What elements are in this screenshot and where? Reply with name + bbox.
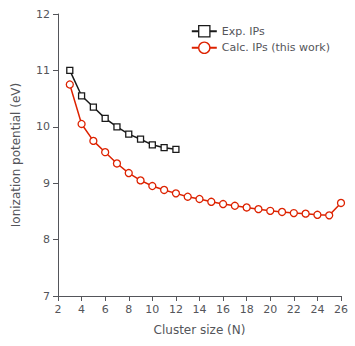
svg-text:8: 8 xyxy=(43,233,50,246)
svg-text:10: 10 xyxy=(145,303,159,316)
svg-text:Cluster size (N): Cluster size (N) xyxy=(154,323,246,337)
svg-text:Exp. IPs: Exp. IPs xyxy=(222,25,265,38)
svg-text:22: 22 xyxy=(287,303,301,316)
svg-text:18: 18 xyxy=(240,303,254,316)
svg-text:24: 24 xyxy=(310,303,324,316)
svg-text:2: 2 xyxy=(55,303,62,316)
svg-text:11: 11 xyxy=(36,64,50,77)
svg-text:Ionization potential (eV): Ionization potential (eV) xyxy=(9,83,23,227)
svg-text:10: 10 xyxy=(36,120,50,133)
svg-text:16: 16 xyxy=(216,303,230,316)
svg-text:12: 12 xyxy=(169,303,183,316)
svg-text:20: 20 xyxy=(263,303,277,316)
svg-text:12: 12 xyxy=(36,8,50,21)
svg-text:4: 4 xyxy=(78,303,85,316)
svg-text:6: 6 xyxy=(102,303,109,316)
svg-text:8: 8 xyxy=(125,303,132,316)
svg-text:26: 26 xyxy=(334,303,348,316)
svg-text:9: 9 xyxy=(43,177,50,190)
svg-text:Calc. IPs (this work): Calc. IPs (this work) xyxy=(222,41,330,54)
svg-text:7: 7 xyxy=(43,290,50,303)
svg-text:14: 14 xyxy=(193,303,207,316)
